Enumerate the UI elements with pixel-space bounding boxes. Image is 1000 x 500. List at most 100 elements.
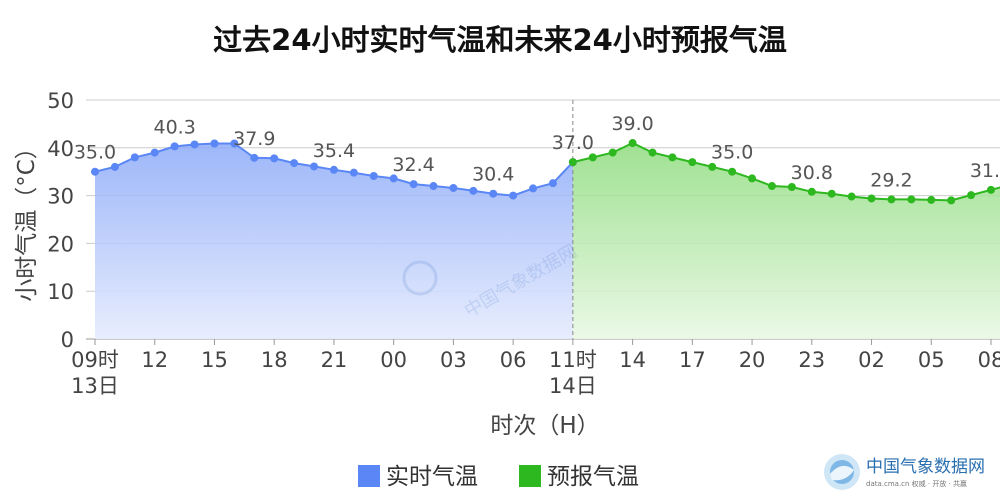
y-axis-ticks: 0 10 20 30 40 50 [47,89,74,352]
data-point [847,192,856,201]
data-label: 30.4 [472,164,514,186]
legend-swatch-actual [358,465,380,487]
data-point [708,162,717,171]
data-point [827,189,836,198]
data-point [130,153,139,162]
logo-title: 中国气象数据网 [866,457,985,477]
data-point [310,162,319,171]
x-tick-label: 06 [500,348,527,372]
data-point [389,174,398,183]
x-tick-label: 15 [201,348,228,372]
data-point [270,154,279,163]
x-tick-label: 11时 [549,348,597,372]
data-point [927,195,936,204]
data-point [568,158,577,167]
x-axis-label: 时次（H） [490,413,599,439]
data-point [967,191,976,200]
x-tick-label: 08 [978,348,1000,372]
data-point [947,196,956,205]
legend-item-actual[interactable]: 实时气温 [358,464,478,490]
data-point [787,182,796,191]
data-point [290,159,299,168]
data-label: 37.0 [552,132,594,154]
legend-item-forecast[interactable]: 预报气温 [519,464,639,490]
data-point [369,172,378,181]
data-label: 32.4 [392,154,434,176]
data-point [807,187,816,196]
data-point [230,139,239,148]
data-point [867,194,876,203]
data-point [250,153,259,162]
x-tick-label: 03 [440,348,467,372]
data-labels: 35.0 40.3 37.9 35.4 32.4 30.4 37.0 39.0 35.0 30.8… [74,113,1000,191]
data-label: 29.2 [870,169,912,191]
data-point [449,183,458,192]
data-point [887,195,896,204]
data-point [987,185,995,194]
data-point [409,180,418,189]
y-tick-label: 40 [47,137,74,161]
data-point [509,191,518,200]
legend-label-forecast: 预报气温 [547,464,639,490]
data-point [529,184,538,193]
data-label: 30.8 [791,162,833,184]
data-label: 35.0 [74,142,116,164]
data-label: 39.0 [611,113,653,135]
y-tick-label: 50 [47,89,74,113]
chart-title: 过去24小时实时气温和未来24小时预报气温 [213,23,787,57]
x-tick-label: 21 [321,348,348,372]
x-tick-label: 12 [141,348,168,372]
data-point [190,140,199,149]
data-point [91,167,99,176]
data-label: 37.9 [233,128,275,150]
cma-logo-icon [824,454,860,490]
legend-label-actual: 实时气温 [386,464,478,490]
data-point [429,182,438,191]
series-area-0 [95,143,573,339]
data-point [648,148,657,157]
logo-subtitle: data.cma.cn 权威 · 开放 · 共赢 [866,479,967,488]
data-point [728,167,737,176]
data-point [489,189,498,198]
data-point [329,165,338,174]
series-area-1 [572,143,1000,339]
x-tick-label: 00 [380,348,407,372]
data-label: 35.0 [711,142,753,164]
data-point [170,142,179,151]
x-tick-label: 09时 [71,348,119,372]
data-point [469,186,478,195]
data-point [588,153,597,162]
data-point [668,153,677,162]
data-point [110,162,119,171]
x-tick-label: 18 [261,348,288,372]
watermark-logo-icon [402,260,438,296]
legend: 实时气温 预报气温 [358,464,639,490]
data-point [688,158,697,167]
data-point [907,195,916,204]
data-label: 31.2 [970,160,1000,182]
series-areas [95,143,1000,339]
data-label: 40.3 [153,116,195,138]
data-point [150,148,159,157]
y-tick-label: 10 [47,280,74,304]
data-label: 35.4 [313,140,355,162]
x-tick-sublabel: 13日 [71,374,119,398]
data-point [210,139,219,148]
data-point [608,148,617,157]
data-source-logo: 中国气象数据网 data.cma.cn 权威 · 开放 · 共赢 [824,454,985,490]
x-tick-label: 23 [798,348,825,372]
series-points [91,139,995,205]
y-tick-label: 30 [47,185,74,209]
y-axis-label: 小时气温（°C） [14,136,40,302]
x-tick-sublabel: 14日 [549,374,597,398]
x-tick-label: 20 [739,348,766,372]
data-point [748,174,757,183]
x-tick-label: 14 [619,348,646,372]
x-tick-label: 17 [679,348,706,372]
x-tick-label: 02 [858,348,885,372]
data-point [548,179,557,188]
data-point [628,139,637,148]
y-tick-label: 20 [47,232,74,256]
